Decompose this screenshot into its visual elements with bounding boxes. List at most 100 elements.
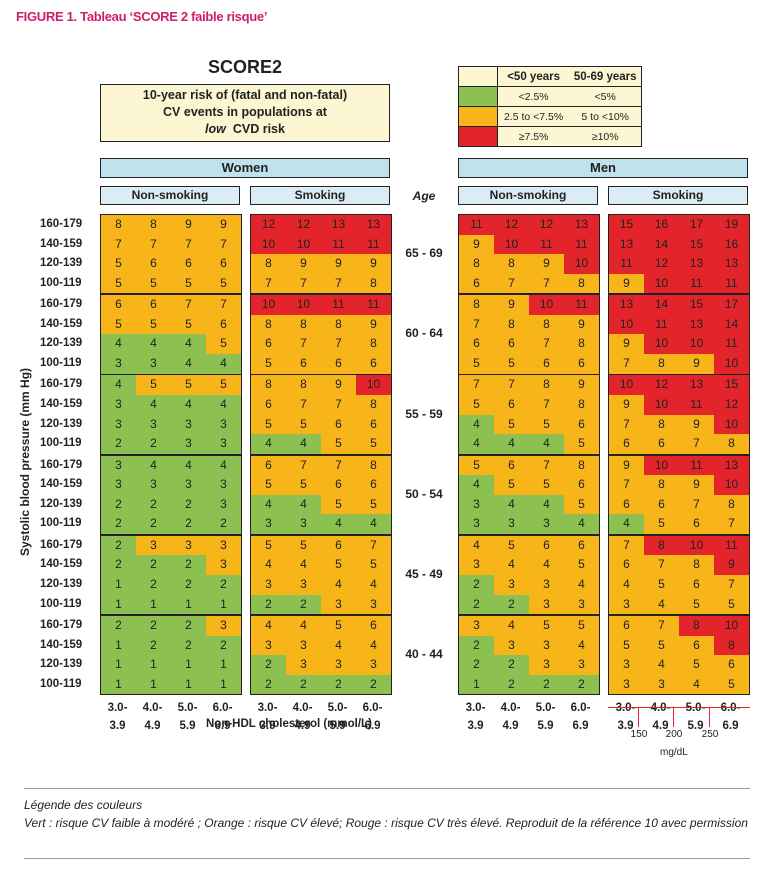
risk-cell: 8 <box>494 254 529 274</box>
risk-cell: 7 <box>459 314 494 335</box>
risk-cell: 7 <box>321 273 356 294</box>
risk-cell: 13 <box>609 295 644 315</box>
risk-cell: 4 <box>321 514 356 534</box>
risk-cell: 10 <box>644 334 679 354</box>
cholesterol-tick-line2: 3.9 <box>617 720 634 733</box>
risk-cell: 11 <box>529 234 564 255</box>
risk-cell: 1 <box>136 674 171 695</box>
risk-cell: 6 <box>356 414 391 435</box>
risk-cell: 4 <box>171 455 206 476</box>
risk-cell: 8 <box>251 314 286 335</box>
risk-cell: 7 <box>286 455 321 476</box>
risk-cell: 5 <box>171 273 206 294</box>
mgdl-tick-label: 200 <box>665 729 683 740</box>
risk-cell: 5 <box>101 254 136 274</box>
sbp-row-label: 120-139 <box>40 337 83 350</box>
risk-cell: 6 <box>644 494 679 515</box>
risk-cell: 7 <box>679 494 714 515</box>
legend-row-red: ≥7.5% ≥10% <box>459 126 641 146</box>
risk-cell: 10 <box>564 254 599 274</box>
risk-cell: 3 <box>609 674 644 695</box>
legend-row-orange: 2.5 to <7.5% 5 to <10% <box>459 106 641 126</box>
risk-cell: 12 <box>529 215 564 235</box>
risk-cell: 6 <box>136 295 171 315</box>
sbp-row-label: 160-179 <box>40 218 83 230</box>
risk-cell: 8 <box>564 334 599 354</box>
cholesterol-tick-line2: 6.9 <box>722 720 739 733</box>
risk-cell: 2 <box>136 555 171 575</box>
women-header: Women <box>100 158 390 178</box>
risk-cell: 8 <box>356 334 391 354</box>
risk-cell: 1 <box>459 674 494 695</box>
risk-cell: 7 <box>644 555 679 575</box>
risk-cell: 3 <box>206 535 241 556</box>
risk-cell: 6 <box>564 475 599 495</box>
risk-cell: 10 <box>644 273 679 294</box>
risk-cell: 9 <box>564 314 599 335</box>
risk-cell: 2 <box>321 674 356 695</box>
risk-cell: 9 <box>609 394 644 415</box>
risk-cell: 2 <box>251 674 286 695</box>
risk-cell: 6 <box>171 254 206 274</box>
risk-cell: 4 <box>564 514 599 534</box>
risk-cell: 4 <box>494 616 529 636</box>
mgdl-axis-line <box>608 707 750 708</box>
risk-cell: 12 <box>286 215 321 235</box>
legend-header-under50: <50 years <box>507 70 560 83</box>
risk-cell: 5 <box>321 616 356 636</box>
risk-cell: 5 <box>679 594 714 615</box>
risk-cell: 5 <box>679 655 714 675</box>
risk-cell: 5 <box>529 616 564 636</box>
risk-cell: 7 <box>286 273 321 294</box>
sbp-row-label: 100-119 <box>40 357 82 369</box>
risk-cell: 2 <box>171 635 206 656</box>
risk-cell: 13 <box>679 314 714 335</box>
risk-cell: 5 <box>644 514 679 534</box>
risk-cell: 12 <box>494 215 529 235</box>
sbp-row-label: 100-119 <box>40 517 82 530</box>
risk-cell: 8 <box>679 616 714 636</box>
risk-cell: 7 <box>609 414 644 435</box>
risk-cell: 5 <box>136 273 171 294</box>
risk-cell: 4 <box>321 574 356 595</box>
risk-cell: 4 <box>101 334 136 354</box>
risk-cell: 3 <box>171 475 206 495</box>
cholesterol-tick-line1: 6.0- <box>212 702 233 715</box>
risk-cell: 2 <box>459 655 494 675</box>
risk-cell: 8 <box>356 394 391 415</box>
risk-cell: 8 <box>564 455 599 476</box>
risk-cell: 7 <box>101 234 136 255</box>
risk-cell: 5 <box>714 674 749 695</box>
legend-orange-under50: 2.5 to <7.5% <box>503 110 564 123</box>
risk-cell: 1 <box>206 655 241 675</box>
risk-cell: 5 <box>136 314 171 335</box>
risk-cell: 15 <box>714 375 749 395</box>
risk-cell: 5 <box>494 414 529 435</box>
risk-cell: 1 <box>136 594 171 615</box>
risk-cell: 5 <box>136 375 171 395</box>
risk-cell: 8 <box>644 535 679 556</box>
risk-cell: 11 <box>679 455 714 476</box>
risk-cell: 1 <box>101 635 136 656</box>
risk-cell: 5 <box>564 555 599 575</box>
risk-cell: 2 <box>136 574 171 595</box>
legend-row-green: <2.5% <5% <box>459 86 641 106</box>
risk-cell: 2 <box>171 514 206 534</box>
risk-cell: 10 <box>714 353 749 374</box>
risk-cell: 4 <box>136 394 171 415</box>
risk-cell: 9 <box>356 254 391 274</box>
women_smoking-block: 8 8 9 10 6 7 7 8 5 5 6 6 4 4 5 5 <box>250 374 392 455</box>
risk-cell: 5 <box>609 635 644 656</box>
sbp-row-label: 140-159 <box>40 478 83 491</box>
risk-cell: 3 <box>286 655 321 675</box>
risk-cell: 15 <box>609 215 644 235</box>
risk-cell: 9 <box>609 455 644 476</box>
risk-cell: 4 <box>286 616 321 636</box>
cholesterol-tick-line1: 5.0- <box>177 702 198 715</box>
risk-cell: 17 <box>679 215 714 235</box>
risk-cell: 5 <box>494 353 529 374</box>
risk-cell: 4 <box>356 514 391 534</box>
risk-cell: 5 <box>356 434 391 454</box>
risk-cell: 5 <box>644 635 679 656</box>
cholesterol-tick-line1: 3.0- <box>107 702 128 715</box>
